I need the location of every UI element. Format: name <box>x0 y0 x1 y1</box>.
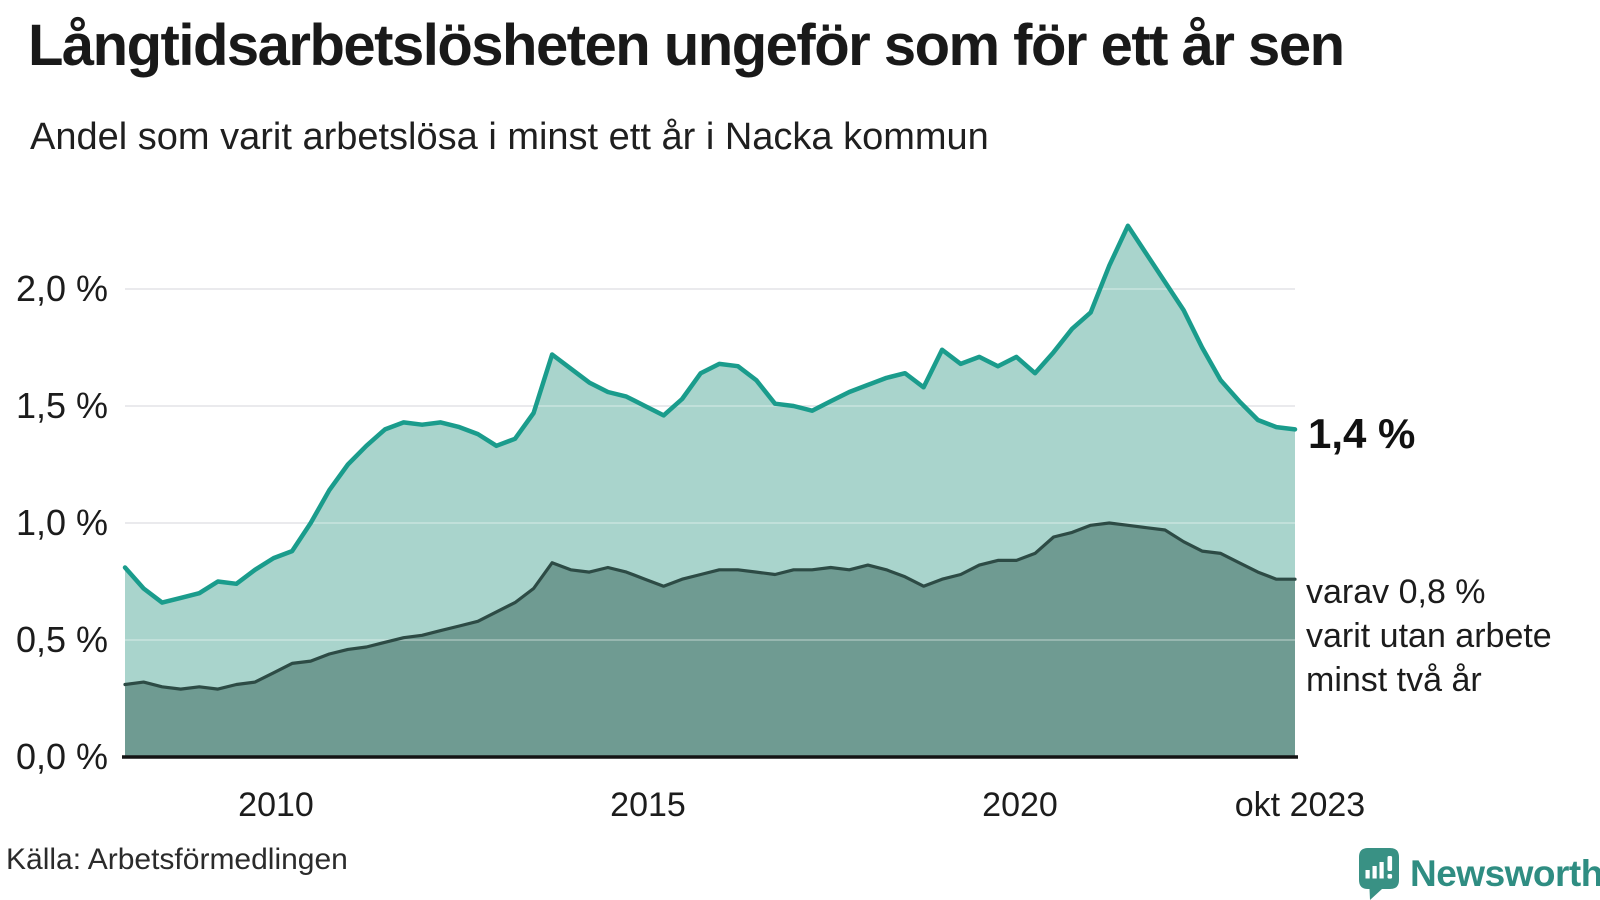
annotation-line: varit utan arbete <box>1306 617 1552 655</box>
y-axis-label: 2,0 % <box>15 268 108 309</box>
chart-title: Långtidsarbetslösheten ungeför som för e… <box>28 13 1345 78</box>
annotation-line: varav 0,8 % <box>1306 573 1486 611</box>
x-axis-label: 2010 <box>238 786 314 824</box>
y-axis-label: 0,0 % <box>15 736 108 777</box>
y-axis-label: 0,5 % <box>15 619 108 660</box>
annotation-line: minst två år <box>1306 661 1482 699</box>
newsworthy-logo-icon <box>1359 848 1399 900</box>
end-value-label: 1,4 % <box>1308 410 1416 457</box>
x-axis-label: okt 2023 <box>1234 786 1366 824</box>
y-axis-label: 1,5 % <box>15 385 108 426</box>
source-caption: Källa: Arbetsförmedlingen <box>6 843 348 876</box>
brand-wordmark: Newsworthy <box>1410 853 1600 894</box>
y-axis-label: 1,0 % <box>15 502 108 543</box>
chart-subtitle: Andel som varit arbetslösa i minst ett å… <box>30 116 989 158</box>
x-axis-label: 2015 <box>610 786 686 824</box>
x-axis-label: 2020 <box>982 786 1058 824</box>
series2-annotation: varav 0,8 % varit utan arbete minst två … <box>1306 570 1552 702</box>
newsworthy-brand: Newsworthy <box>1358 848 1600 900</box>
